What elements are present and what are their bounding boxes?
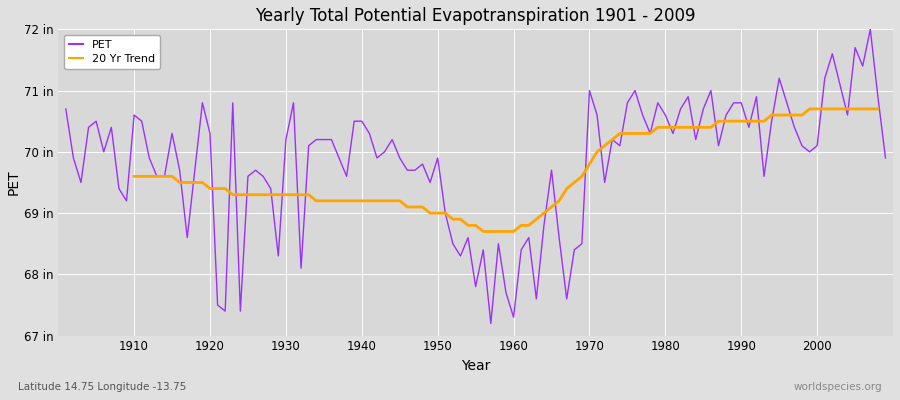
Title: Yearly Total Potential Evapotranspiration 1901 - 2009: Yearly Total Potential Evapotranspiratio…	[256, 7, 696, 25]
Text: Latitude 14.75 Longitude -13.75: Latitude 14.75 Longitude -13.75	[18, 382, 186, 392]
Text: worldspecies.org: worldspecies.org	[794, 382, 882, 392]
X-axis label: Year: Year	[461, 359, 491, 373]
Legend: PET, 20 Yr Trend: PET, 20 Yr Trend	[64, 35, 160, 70]
Y-axis label: PET: PET	[7, 170, 21, 195]
